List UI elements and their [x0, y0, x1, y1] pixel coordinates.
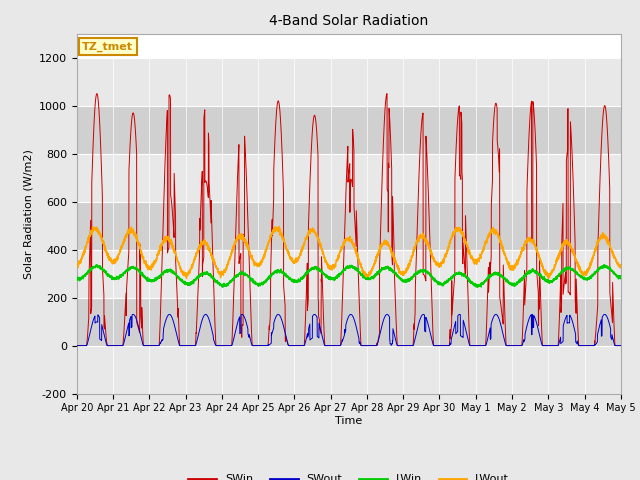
Bar — [77, 298, 621, 346]
Bar — [77, 58, 621, 106]
X-axis label: Time: Time — [335, 416, 362, 426]
Bar — [77, 154, 621, 202]
Title: 4-Band Solar Radiation: 4-Band Solar Radiation — [269, 14, 428, 28]
Legend: SWin, SWout, LWin, LWout: SWin, SWout, LWin, LWout — [184, 470, 513, 480]
Bar — [77, 202, 621, 250]
Y-axis label: Solar Radiation (W/m2): Solar Radiation (W/m2) — [24, 149, 33, 278]
Bar — [77, 250, 621, 298]
Bar — [77, 106, 621, 154]
Text: TZ_tmet: TZ_tmet — [82, 42, 133, 52]
Bar — [77, 346, 621, 394]
